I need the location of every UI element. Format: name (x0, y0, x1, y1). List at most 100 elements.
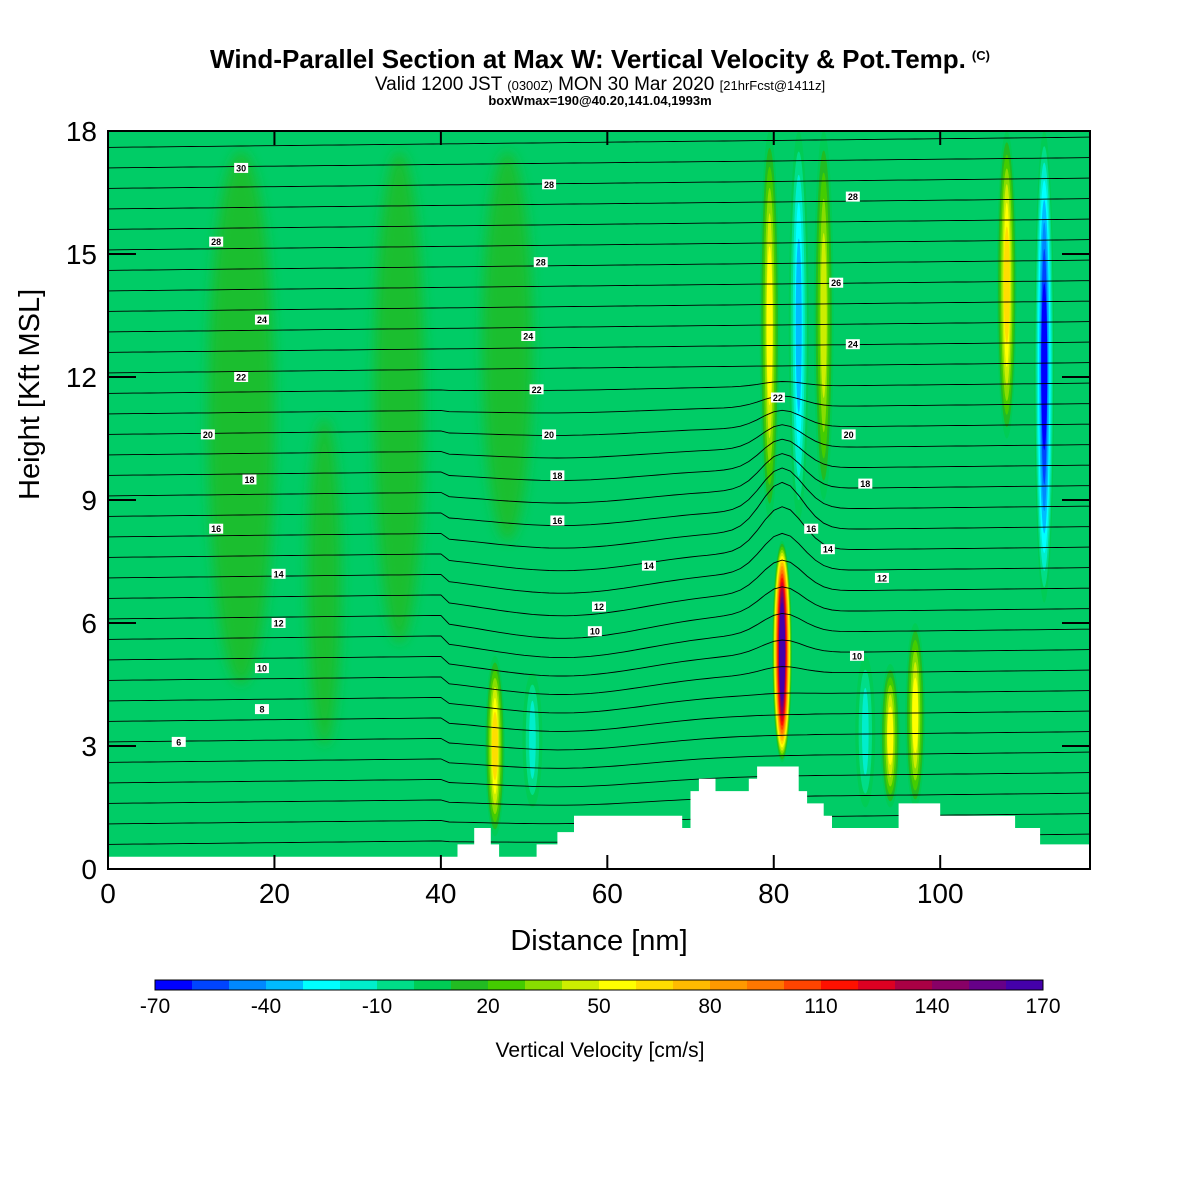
x-tick-label: 40 (425, 878, 456, 909)
colorbar-swatch (229, 980, 267, 990)
theta-contour (108, 239, 1090, 251)
contour-label-bg (271, 568, 286, 579)
colorbar-swatch (636, 980, 674, 990)
contour-label-bg (533, 257, 548, 268)
weak-w-band (482, 151, 533, 541)
colorbar-swatch (266, 980, 304, 990)
contour-label-bg (254, 314, 269, 325)
theta-contour (108, 438, 1090, 481)
colorbar-tick-label: 80 (698, 995, 721, 1018)
colorbar-swatch (451, 980, 489, 990)
copyright-mark: (C) (971, 48, 990, 63)
colorbar-swatch (673, 980, 711, 990)
colorbar-label: Vertical Velocity [cm/s] (496, 1039, 705, 1062)
x-axis-label: Distance [nm] (510, 925, 687, 957)
theta-contour (108, 424, 1090, 459)
w-core (766, 246, 773, 406)
theta-contour (108, 506, 1090, 572)
contour-label: 24 (523, 332, 533, 342)
y-tick-label: 3 (81, 731, 97, 762)
colorbar-tick-label: -10 (362, 995, 392, 1018)
w-core (491, 711, 498, 781)
contour-label: 26 (831, 278, 841, 288)
theta-contour (108, 259, 1090, 271)
x-tick-label: 0 (100, 878, 116, 909)
contour-label: 10 (590, 627, 600, 637)
colorbar-tick-label: 110 (804, 995, 837, 1018)
contour-label-bg (242, 474, 257, 485)
colorbar-swatch (488, 980, 526, 990)
contour-label-bg (849, 650, 864, 661)
w-core (912, 677, 919, 753)
colorbar-tick-label: -40 (251, 995, 281, 1018)
contour-label-bg (209, 523, 224, 534)
x-tick-label: 20 (259, 878, 290, 909)
colorbar-swatch (303, 980, 341, 990)
contour-label-bg (521, 331, 536, 341)
contour-label: 12 (877, 573, 887, 583)
theta-contour (108, 157, 1090, 169)
contour-label: 22 (236, 373, 246, 383)
valid-utc: (0300Z) (507, 78, 553, 93)
theta-contour (108, 117, 1090, 127)
w-core (861, 687, 869, 776)
contour-label-bg (209, 236, 224, 247)
contour-label-bg (529, 384, 544, 395)
y-axis: 0 3 6 9 12 15 18 (66, 116, 1090, 885)
contour-label: 20 (544, 430, 554, 440)
colorbar-swatch (710, 980, 748, 990)
terrain-profile (108, 766, 1090, 869)
background-bands (207, 151, 533, 746)
theta-contour (108, 381, 1090, 394)
box-info: boxWmax=190@40.20,141.04,1993m (488, 93, 712, 108)
theta-contour (108, 467, 1090, 527)
colorbar-swatch (155, 980, 193, 990)
x-axis: 0 20 40 60 80 100 (100, 131, 964, 909)
contour-label-bg (820, 544, 835, 555)
contour-label: 18 (552, 471, 562, 481)
colorbar-swatch (784, 980, 822, 990)
weak-w-band (374, 151, 425, 644)
contour-label: 22 (773, 393, 783, 403)
theta-contour (108, 136, 1090, 148)
colorbar-swatch (192, 980, 230, 990)
contour-label-bg (254, 663, 269, 674)
weak-w-band (207, 151, 275, 685)
vertical-velocity-features (484, 131, 1055, 837)
contour-label-bg (550, 515, 565, 526)
theta-contour (108, 395, 1090, 415)
colorbar-swatch (1006, 980, 1044, 990)
contour-label: 28 (848, 192, 858, 202)
contour-label: 14 (823, 545, 833, 555)
contour-label: 16 (806, 524, 816, 534)
contour-label: 18 (244, 475, 254, 485)
w-core (1003, 226, 1010, 343)
contour-label: 20 (844, 430, 854, 440)
x-tick-label: 80 (758, 878, 789, 909)
theta-contour (108, 453, 1090, 504)
contour-label: 20 (203, 430, 213, 440)
forecast-info: [21hrFcst@1411z] (719, 78, 826, 93)
contour-label-bg (845, 339, 860, 350)
contour-label-bg (804, 523, 819, 534)
w-core (820, 232, 827, 399)
colorbar-tick-label: -70 (140, 995, 170, 1018)
colorbar-frame (154, 979, 1044, 991)
colorbar-tick-label: 50 (587, 995, 610, 1018)
plot-area: 30 28 28 28 28 26 24 24 24 22 22 22 20 20 20 18 18 18 16 16… (108, 117, 1090, 869)
potential-temperature-contours (108, 117, 1090, 845)
w-core (529, 700, 536, 779)
colorbar-swatch (377, 980, 415, 990)
contour-label-bg (200, 429, 215, 440)
x-tick-label: 100 (917, 878, 964, 909)
contour-label: 6 (176, 737, 181, 747)
w-core (1041, 283, 1048, 451)
valid-date: MON 30 Mar 2020 (558, 74, 715, 95)
y-tick-label: 6 (81, 608, 97, 639)
weak-w-band (307, 418, 342, 746)
contour-label-bg (254, 704, 269, 715)
contour-label-bg (845, 191, 860, 202)
chart-title: Wind-Parallel Section at Max W: Vertical… (0, 44, 1200, 75)
theta-contour (108, 321, 1090, 333)
